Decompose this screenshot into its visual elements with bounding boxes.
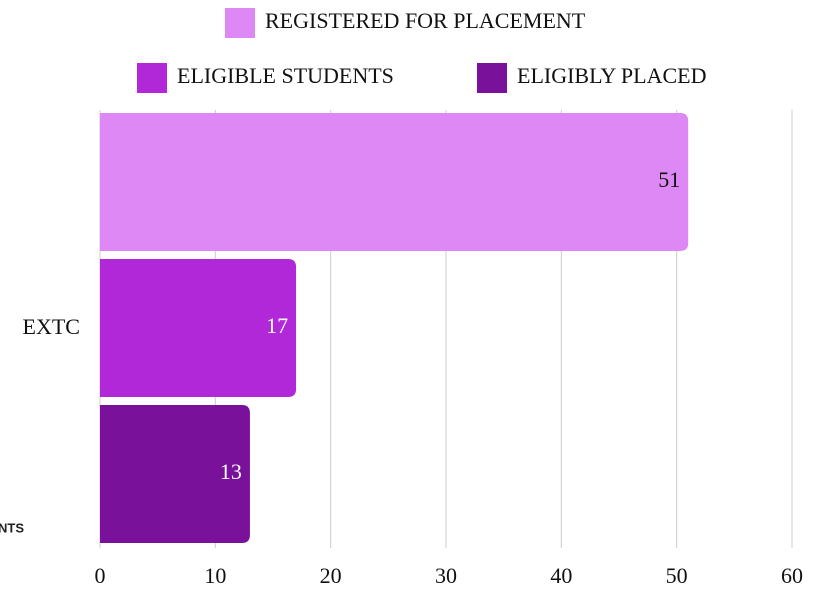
legend-label: REGISTERED FOR PLACEMENT	[265, 8, 586, 33]
bar	[100, 405, 250, 543]
x-tick-label: 60	[781, 563, 803, 588]
legend-swatch	[225, 8, 255, 38]
legend-label: ELIGIBLY PLACED	[517, 63, 706, 88]
value-label: 51	[658, 167, 680, 192]
legend-swatch	[137, 63, 167, 93]
bar	[100, 113, 689, 251]
x-tick-label: 30	[435, 563, 457, 588]
x-tick-label: 20	[320, 563, 342, 588]
x-tick-label: 50	[666, 563, 688, 588]
value-label: 13	[220, 459, 242, 484]
x-tick-label: 10	[204, 563, 226, 588]
value-label: 17	[266, 313, 288, 338]
x-tick-label: 40	[550, 563, 572, 588]
cut-off-text: NTS	[0, 520, 24, 535]
x-tick-label: 0	[95, 563, 106, 588]
legend-swatch	[477, 63, 507, 93]
y-tick-label: EXTC	[23, 314, 80, 339]
legend-label: ELIGIBLE STUDENTS	[177, 63, 394, 88]
bar	[100, 259, 297, 397]
